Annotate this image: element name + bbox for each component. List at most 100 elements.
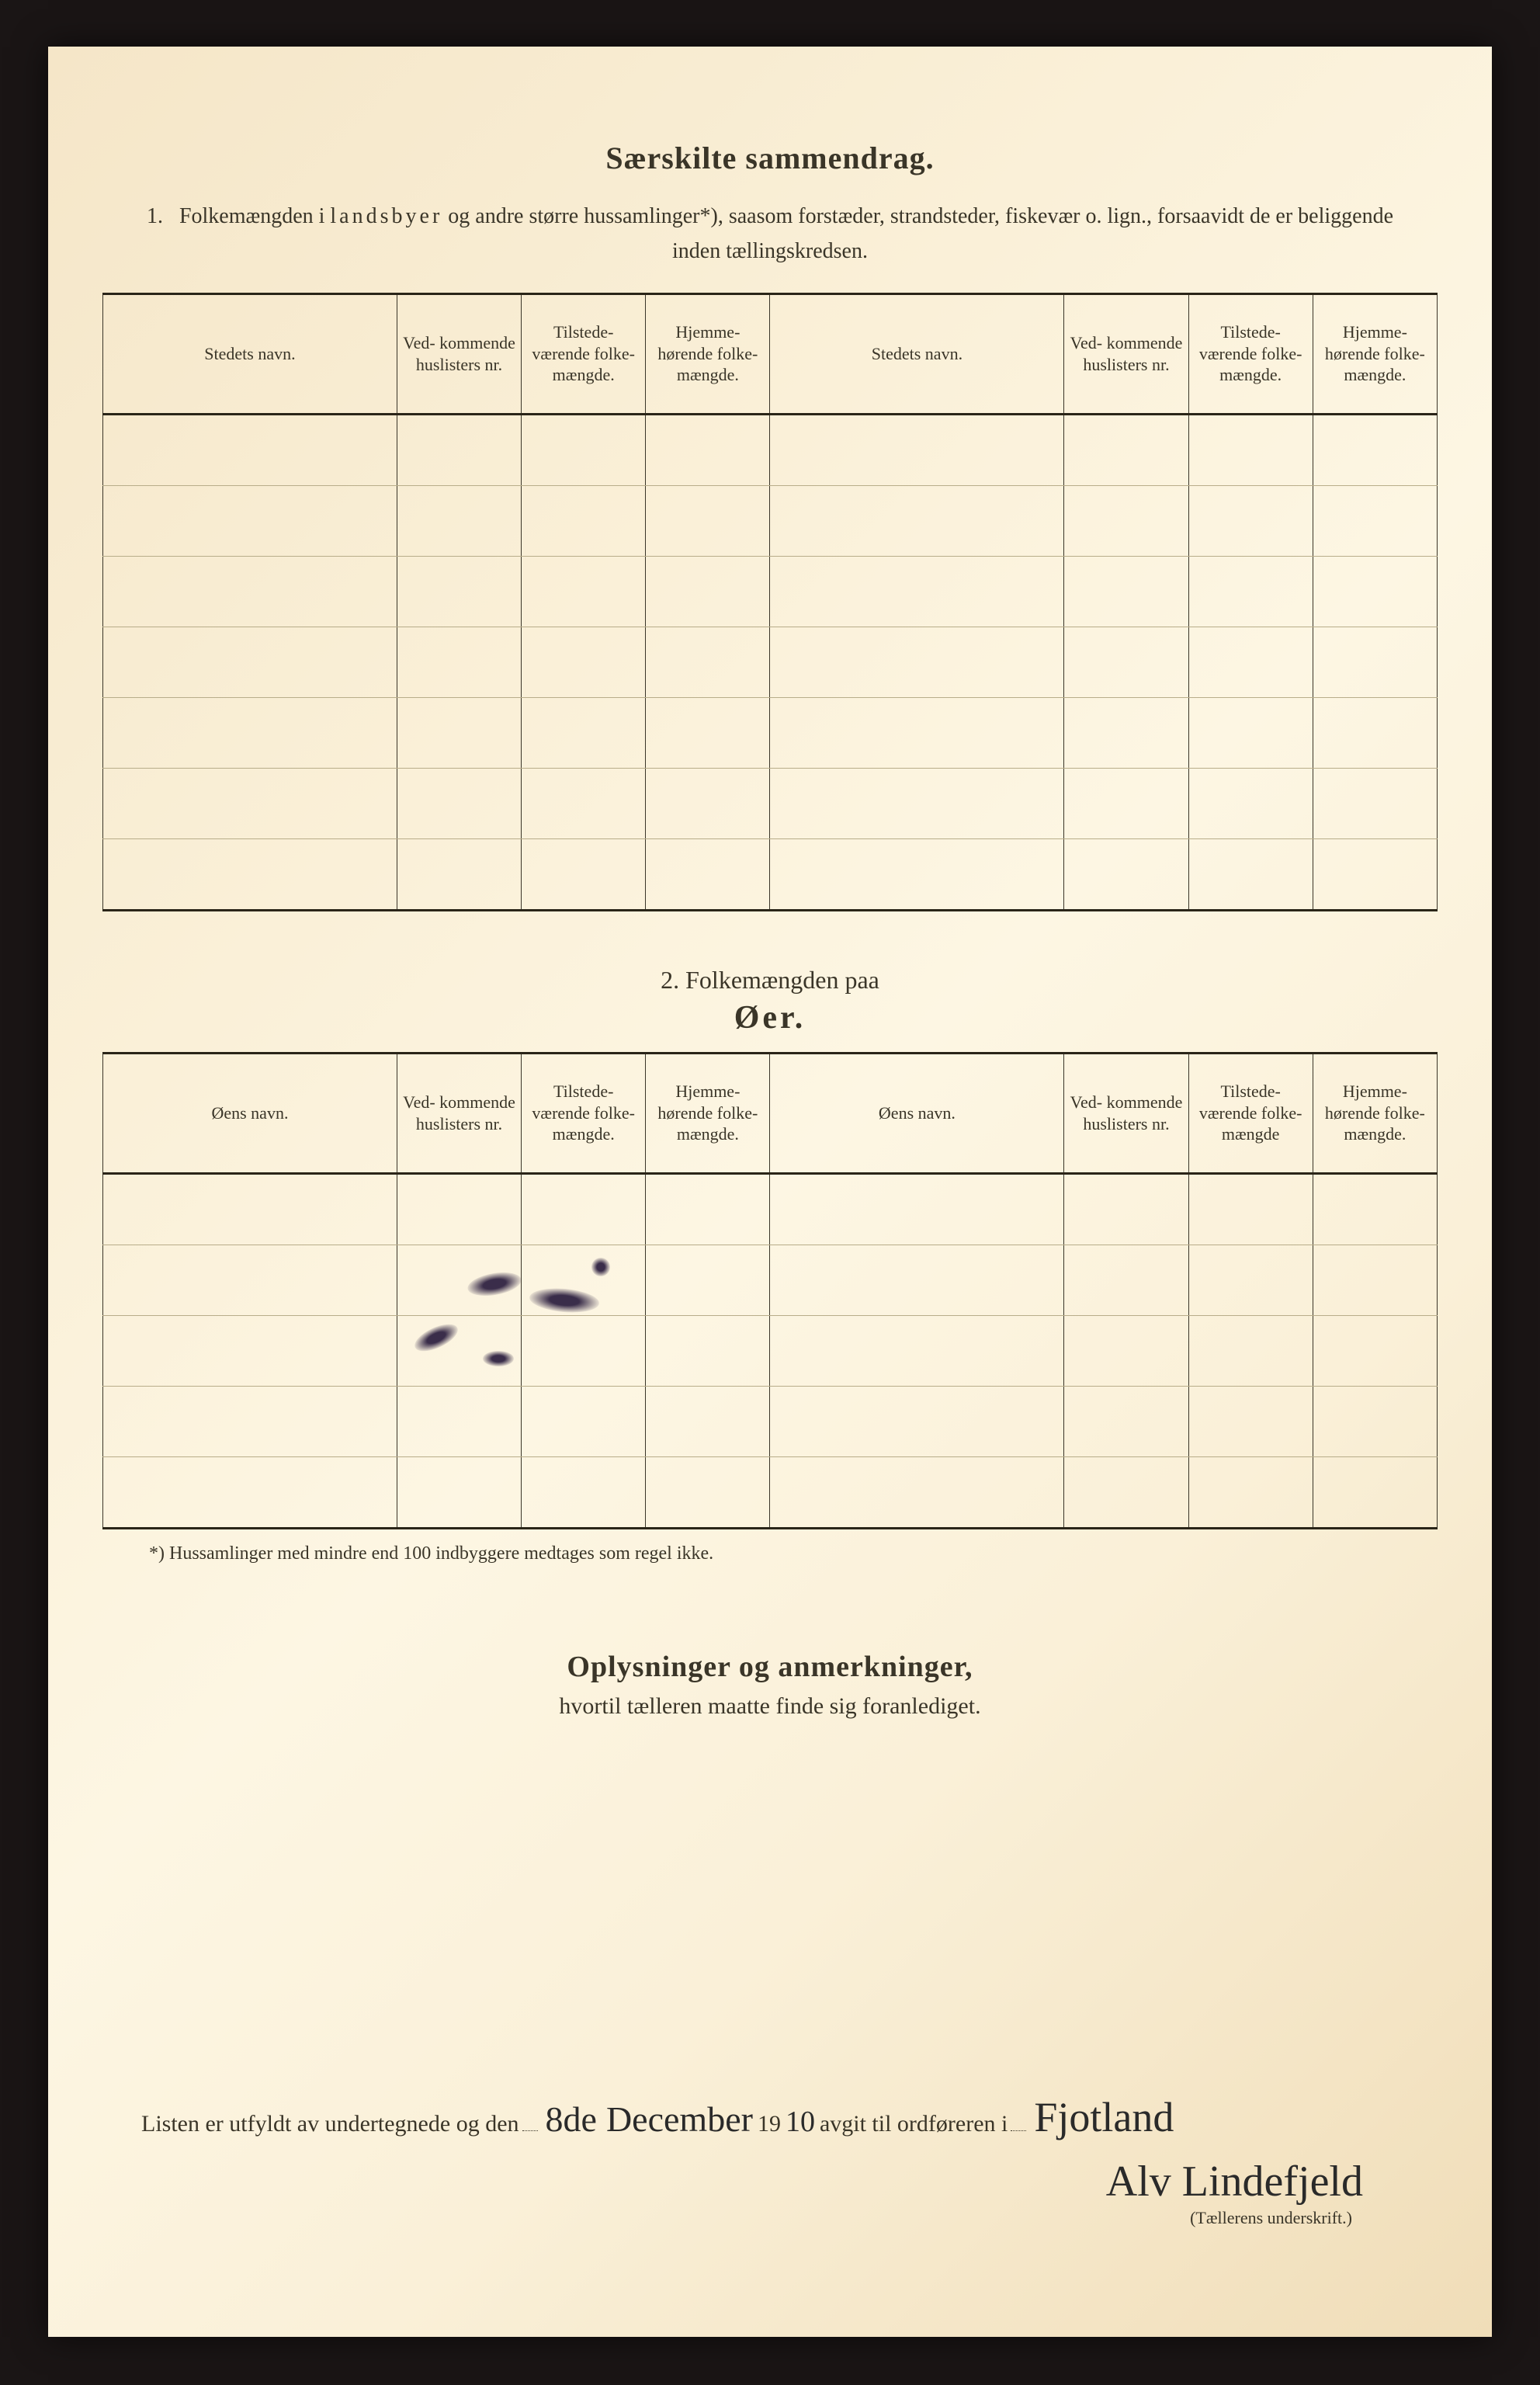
table-cell	[1313, 697, 1437, 768]
table-section2: Øens navn. Ved- kommende huslisters nr. …	[102, 1052, 1438, 1529]
table-cell	[397, 1386, 521, 1456]
table-cell	[646, 1456, 770, 1528]
notes-subtitle: hvortil tælleren maatte finde sig foranl…	[102, 1693, 1438, 1720]
table-row	[103, 627, 1438, 697]
table-cell	[1064, 1245, 1188, 1315]
col-hjemme-left: Hjemme- hørende folke- mængde.	[646, 293, 770, 414]
table-cell	[103, 1315, 397, 1386]
table-cell	[1064, 627, 1188, 697]
table-cell	[770, 1456, 1064, 1528]
table-cell	[1188, 1245, 1313, 1315]
table-cell	[522, 485, 646, 556]
table-cell	[103, 1173, 397, 1245]
table-cell	[522, 1315, 646, 1386]
table-row	[103, 1173, 1438, 1245]
col-oens-navn-left: Øens navn.	[103, 1053, 397, 1173]
table-cell	[1188, 627, 1313, 697]
table-cell	[770, 485, 1064, 556]
table-cell	[1064, 1315, 1188, 1386]
table-cell	[1313, 1173, 1437, 1245]
col-huslisters2-left: Ved- kommende huslisters nr.	[397, 1053, 521, 1173]
table-cell	[397, 838, 521, 910]
table-cell	[1188, 556, 1313, 627]
table-cell	[1313, 1245, 1437, 1315]
table-cell	[103, 1386, 397, 1456]
table-section1: Stedets navn. Ved- kommende huslisters n…	[102, 293, 1438, 911]
sig-year-suffix: 10	[781, 2105, 820, 2139]
table-cell	[770, 414, 1064, 485]
table-cell	[1313, 627, 1437, 697]
sig-date-month: December	[602, 2099, 758, 2140]
table-cell	[1188, 1173, 1313, 1245]
table-cell	[397, 1173, 521, 1245]
sig-prefix: Listen er utfyldt av undertegnede og den	[141, 2111, 519, 2137]
table-cell	[1188, 1456, 1313, 1528]
section1-title: Særskilte sammendrag.	[102, 140, 1438, 176]
table-cell	[770, 838, 1064, 910]
section2-title: Øer.	[102, 999, 1438, 1036]
table-row	[103, 485, 1438, 556]
section2-lead: 2. Folkemængden paa	[102, 966, 1438, 995]
intro-text-after: og andre større hussamlinger*), saasom f…	[442, 204, 1393, 263]
table-cell	[103, 485, 397, 556]
table-cell	[397, 414, 521, 485]
table-cell	[646, 1245, 770, 1315]
table-cell	[646, 697, 770, 768]
col-hjemme2-right: Hjemme- hørende folke- mængde.	[1313, 1053, 1437, 1173]
table-cell	[103, 768, 397, 838]
table-cell	[1064, 768, 1188, 838]
intro-text-before: Folkemængden i	[179, 204, 330, 228]
table-cell	[770, 1245, 1064, 1315]
sig-place: Fjotland	[1029, 2093, 1178, 2141]
table-cell	[397, 1456, 521, 1528]
table-cell	[1188, 838, 1313, 910]
sig-year-prefix: 19	[758, 2111, 781, 2137]
col-tilstede-right: Tilstede- værende folke- mængde.	[1188, 293, 1313, 414]
table-cell	[770, 1386, 1064, 1456]
ink-blot	[483, 1351, 514, 1366]
table-cell	[522, 627, 646, 697]
col-stedets-navn-left: Stedets navn.	[103, 293, 397, 414]
table-cell	[397, 697, 521, 768]
table-cell	[1313, 1315, 1437, 1386]
table-cell	[522, 768, 646, 838]
table-row	[103, 1456, 1438, 1528]
col-hjemme-right: Hjemme- hørende folke- mængde.	[1313, 293, 1437, 414]
col-tilstede2-right: Tilstede- værende folke- mængde	[1188, 1053, 1313, 1173]
signature-block: Listen er utfyldt av undertegnede og den…	[141, 2093, 1399, 2228]
table-cell	[1188, 768, 1313, 838]
table-cell	[1313, 485, 1437, 556]
col-huslisters-right: Ved- kommende huslisters nr.	[1064, 293, 1188, 414]
table2-header-row: Øens navn. Ved- kommende huslisters nr. …	[103, 1053, 1438, 1173]
table-cell	[103, 414, 397, 485]
table-cell	[1064, 556, 1188, 627]
table-cell	[522, 838, 646, 910]
table-cell	[1313, 1386, 1437, 1456]
table-cell	[646, 838, 770, 910]
section1-intro: 1. Folkemængden i landsbyer og andre stø…	[134, 200, 1406, 269]
table-row	[103, 1315, 1438, 1386]
table-cell	[646, 627, 770, 697]
table-cell	[1064, 414, 1188, 485]
table-row	[103, 556, 1438, 627]
table-cell	[1313, 838, 1437, 910]
col-huslisters2-right: Ved- kommende huslisters nr.	[1064, 1053, 1188, 1173]
table-cell	[1064, 485, 1188, 556]
footnote: *) Hussamlinger med mindre end 100 indby…	[149, 1543, 1438, 1564]
table-cell	[770, 627, 1064, 697]
table-cell	[522, 1456, 646, 1528]
table-row	[103, 768, 1438, 838]
table-cell	[397, 485, 521, 556]
table-row	[103, 1386, 1438, 1456]
intro-number: 1.	[147, 204, 163, 228]
table-cell	[1188, 485, 1313, 556]
table-cell	[397, 627, 521, 697]
table-cell	[1064, 697, 1188, 768]
table-cell	[646, 1315, 770, 1386]
table-cell	[1064, 1456, 1188, 1528]
table-cell	[1188, 1386, 1313, 1456]
col-tilstede2-left: Tilstede- værende folke- mængde.	[522, 1053, 646, 1173]
table-row	[103, 697, 1438, 768]
col-hjemme2-left: Hjemme- hørende folke- mængde.	[646, 1053, 770, 1173]
table-cell	[1064, 1173, 1188, 1245]
